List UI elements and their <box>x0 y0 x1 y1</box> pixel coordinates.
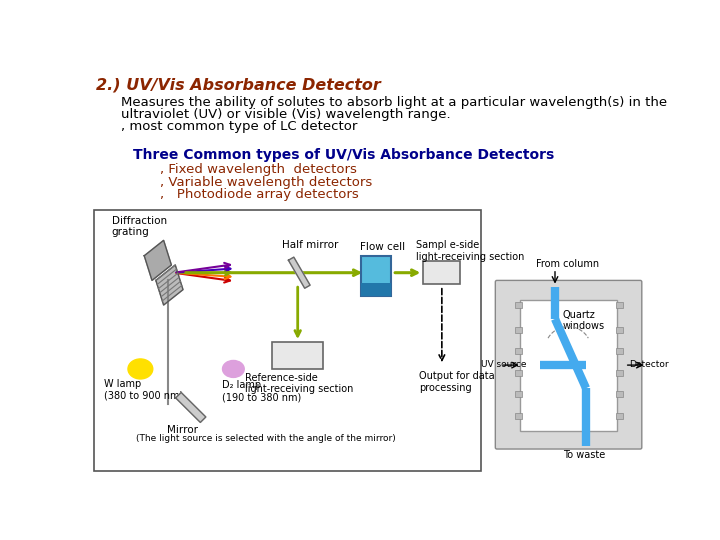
Text: Measures the ability of solutes to absorb light at a particular wavelength(s) in: Measures the ability of solutes to absor… <box>121 96 667 109</box>
Text: Output for data
processing: Output for data processing <box>419 372 495 393</box>
Text: To waste: To waste <box>563 450 605 460</box>
Text: Quartz
windows: Quartz windows <box>563 309 605 331</box>
Bar <box>616 392 624 397</box>
Bar <box>361 256 391 296</box>
Text: Mirror: Mirror <box>168 425 199 435</box>
Ellipse shape <box>222 361 244 377</box>
Text: Sampl e-side
light-receiving section: Sampl e-side light-receiving section <box>415 240 524 262</box>
Text: UV source: UV source <box>482 360 527 369</box>
Ellipse shape <box>128 359 153 379</box>
Bar <box>515 302 522 308</box>
Text: ,   Photodiode array detectors: , Photodiode array detectors <box>160 188 359 201</box>
FancyBboxPatch shape <box>495 280 642 449</box>
Text: 2.) UV/Vis Absorbance Detector: 2.) UV/Vis Absorbance Detector <box>96 77 381 92</box>
Bar <box>616 413 624 419</box>
Bar <box>515 348 522 354</box>
Bar <box>616 302 624 308</box>
Bar <box>616 370 624 376</box>
Text: , Fixed wavelength  detectors: , Fixed wavelength detectors <box>160 164 356 177</box>
Bar <box>616 327 624 333</box>
Text: D₂ lamp
(190 to 380 nm): D₂ lamp (190 to 380 nm) <box>222 381 301 402</box>
Bar <box>515 370 522 376</box>
Text: Three Common types of UV/Vis Absorbance Detectors: Three Common types of UV/Vis Absorbance … <box>132 148 554 162</box>
Text: Half mirror: Half mirror <box>282 240 338 251</box>
Text: (​The light source is selected with the angle of the mirror): (​The light source is selected with the … <box>137 434 396 443</box>
Bar <box>515 327 522 333</box>
Polygon shape <box>144 240 171 280</box>
Polygon shape <box>289 257 310 288</box>
Bar <box>616 348 624 354</box>
Polygon shape <box>176 393 206 422</box>
Text: Diffraction
grating: Diffraction grating <box>112 215 167 237</box>
Text: , most common type of LC detector: , most common type of LC detector <box>121 120 357 133</box>
Text: Flow cell: Flow cell <box>360 242 405 252</box>
Bar <box>361 283 391 296</box>
Bar <box>272 342 323 369</box>
Bar <box>423 261 461 284</box>
Text: From column: From column <box>536 259 599 269</box>
Text: ultraviolet (UV) or visible (Vis) wavelength range.: ultraviolet (UV) or visible (Vis) wavele… <box>121 108 451 121</box>
Bar <box>94 210 482 471</box>
Bar <box>520 300 617 430</box>
Text: W lamp
(380 to 900 nm): W lamp (380 to 900 nm) <box>104 379 183 401</box>
Bar <box>515 392 522 397</box>
Text: Detector: Detector <box>629 360 668 369</box>
Polygon shape <box>156 265 183 305</box>
Bar <box>515 413 522 419</box>
Text: , Variable wavelength detectors: , Variable wavelength detectors <box>160 176 372 188</box>
Text: Reference-side
light-receiving section: Reference-side light-receiving section <box>245 373 354 394</box>
